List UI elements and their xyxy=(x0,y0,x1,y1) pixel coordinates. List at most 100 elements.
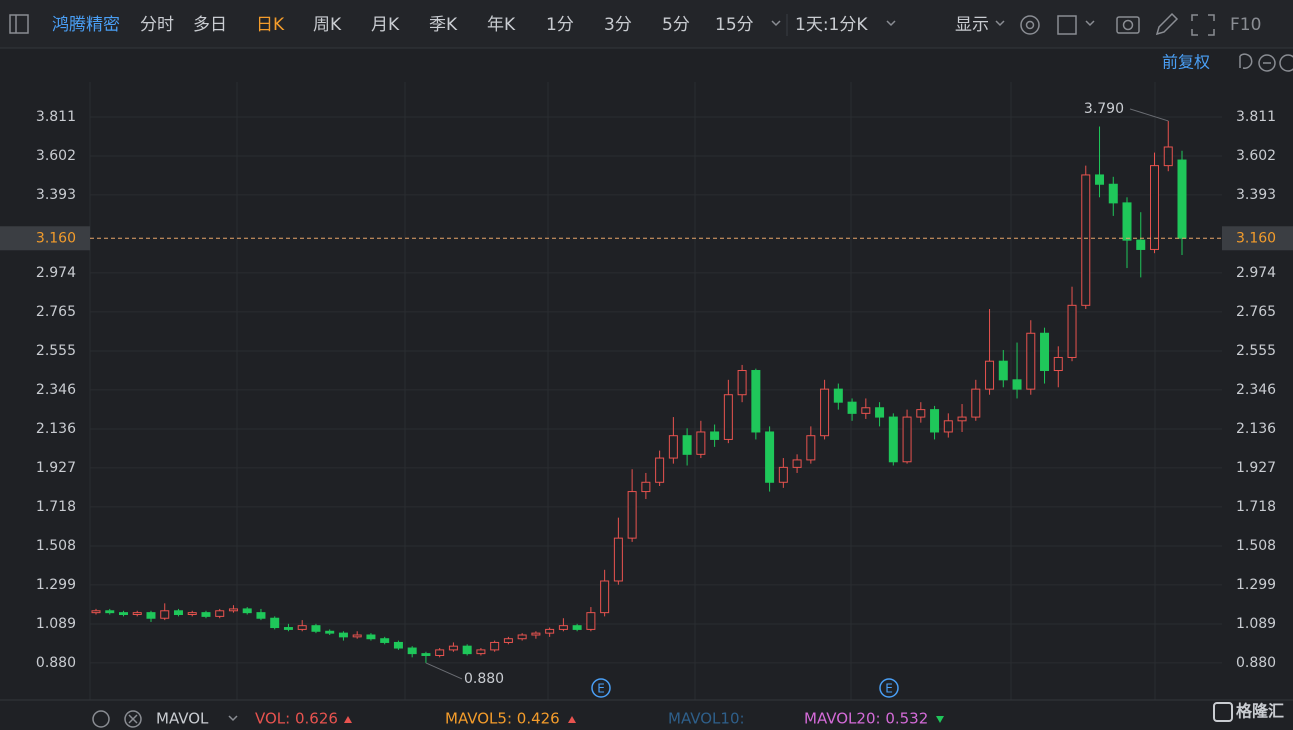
y-tick-label-right: 1.508 xyxy=(1236,538,1276,554)
event-marker[interactable] xyxy=(879,678,899,698)
event-label: E xyxy=(885,682,893,696)
indicator-name[interactable]: MAVOL xyxy=(156,710,209,728)
toolbar-bg xyxy=(0,0,1293,48)
candle-body xyxy=(875,407,885,418)
zoom-in-icon[interactable] xyxy=(1279,54,1293,72)
candle-body xyxy=(765,431,775,483)
draw-icon[interactable] xyxy=(1155,12,1179,36)
candle-body xyxy=(352,634,362,638)
interval-select[interactable]: 1天:1分K xyxy=(795,15,868,35)
y-tick-label-right: 2.974 xyxy=(1236,265,1276,281)
stock-name[interactable]: 鸿腾精密 xyxy=(52,15,120,35)
period-tab[interactable]: 月K xyxy=(371,15,400,35)
candle-body xyxy=(1163,146,1173,167)
candle-body xyxy=(1040,332,1050,372)
y-tick-label-right: 3.393 xyxy=(1236,187,1276,203)
mavol10-value: MAVOL10: xyxy=(668,710,745,728)
settings-icon[interactable] xyxy=(1020,15,1040,35)
candle-body xyxy=(792,459,802,468)
date-grid xyxy=(89,82,1156,700)
y-tick-label-right: 2.555 xyxy=(1236,343,1276,359)
y-tick-label-left: 1.508 xyxy=(36,538,76,554)
zoom-out-icon[interactable] xyxy=(1258,54,1276,72)
y-tick-label-right: 0.880 xyxy=(1236,655,1276,671)
candle-body xyxy=(146,612,156,619)
current-price-box-right xyxy=(1222,226,1293,251)
settings-icon-core xyxy=(1025,20,1035,30)
chevron[interactable] xyxy=(1085,20,1095,27)
color-box[interactable] xyxy=(1057,15,1077,35)
candle-body xyxy=(737,370,747,396)
candle-body xyxy=(847,401,857,414)
y-tick-label-right: 1.299 xyxy=(1236,577,1276,593)
period-tab[interactable]: 分时 xyxy=(140,15,174,35)
y-tick-label-right: 1.718 xyxy=(1236,499,1276,515)
candle-body xyxy=(283,627,293,630)
max-leader xyxy=(1129,108,1169,122)
period-tab[interactable]: 日K xyxy=(256,15,285,35)
candle-body xyxy=(407,647,417,655)
y-tick-label-left: 1.299 xyxy=(36,577,76,593)
current-price-right: 3.160 xyxy=(1236,230,1276,246)
y-tick-label-right: 3.602 xyxy=(1236,148,1276,164)
camera-icon[interactable] xyxy=(1116,16,1140,34)
chevron[interactable] xyxy=(886,20,896,27)
candle-body xyxy=(393,641,403,649)
candle-body xyxy=(517,634,527,640)
period-tab[interactable]: 周K xyxy=(313,15,342,35)
watermark: 格隆汇 xyxy=(1236,702,1284,721)
candle-body xyxy=(586,612,596,630)
event-marker[interactable] xyxy=(591,678,611,698)
watermark-logo xyxy=(1213,702,1233,722)
candle-body xyxy=(1081,174,1091,306)
period-tab[interactable]: 多日 xyxy=(193,15,227,35)
candle-body xyxy=(297,625,307,630)
y-tick-label-left: 1.927 xyxy=(36,460,76,476)
fullscreen-icon[interactable] xyxy=(1191,14,1215,36)
chevron[interactable] xyxy=(995,20,1005,27)
chevron[interactable] xyxy=(771,20,781,27)
current-price-box-left xyxy=(0,226,90,251)
period-tab[interactable]: 5分 xyxy=(662,15,690,35)
candle-body xyxy=(462,645,472,655)
period-tab[interactable]: 季K xyxy=(429,15,458,35)
period-tab[interactable]: 年K xyxy=(487,15,516,35)
candle-body xyxy=(1026,332,1036,390)
candle-body xyxy=(1012,379,1022,390)
candle-body xyxy=(228,608,238,612)
candle-body xyxy=(435,649,445,656)
candle-body xyxy=(242,608,252,614)
candle-body xyxy=(613,537,623,582)
sidebar-toggle[interactable] xyxy=(9,14,29,34)
up-arrow xyxy=(568,716,576,723)
reset-icon[interactable] xyxy=(1239,53,1253,69)
candle-body xyxy=(270,617,280,629)
max-label: 3.790 xyxy=(1084,101,1124,117)
period-tab[interactable]: 3分 xyxy=(604,15,632,35)
candle-body xyxy=(668,435,678,459)
candle-body xyxy=(132,612,142,616)
y-tick-label-left: 2.765 xyxy=(36,304,76,320)
candle-body xyxy=(572,625,582,630)
period-tab[interactable]: 1分 xyxy=(546,15,574,35)
y-tick-label-left: 0.880 xyxy=(36,655,76,671)
candle-body xyxy=(545,628,555,634)
candle-body xyxy=(91,610,101,614)
y-tick-label-right: 3.811 xyxy=(1236,109,1276,125)
candle-body xyxy=(1067,304,1077,358)
adjust-mode[interactable]: 前复权 xyxy=(1162,53,1210,72)
period-tab[interactable]: 15分 xyxy=(715,15,754,35)
candle-body xyxy=(256,612,266,619)
candle-body xyxy=(930,409,940,433)
candle-body xyxy=(985,360,995,390)
candle-body xyxy=(380,638,390,643)
y-tick-label-left: 2.974 xyxy=(36,265,76,281)
indicator-close[interactable] xyxy=(124,710,142,728)
display-menu[interactable]: 显示 xyxy=(955,15,989,35)
f10-button[interactable]: F10 xyxy=(1230,15,1261,35)
chevron[interactable] xyxy=(228,715,238,722)
candle-body xyxy=(105,610,115,614)
indicator-settings[interactable] xyxy=(92,710,110,728)
candle-body xyxy=(696,431,706,455)
candle-body xyxy=(806,435,816,461)
